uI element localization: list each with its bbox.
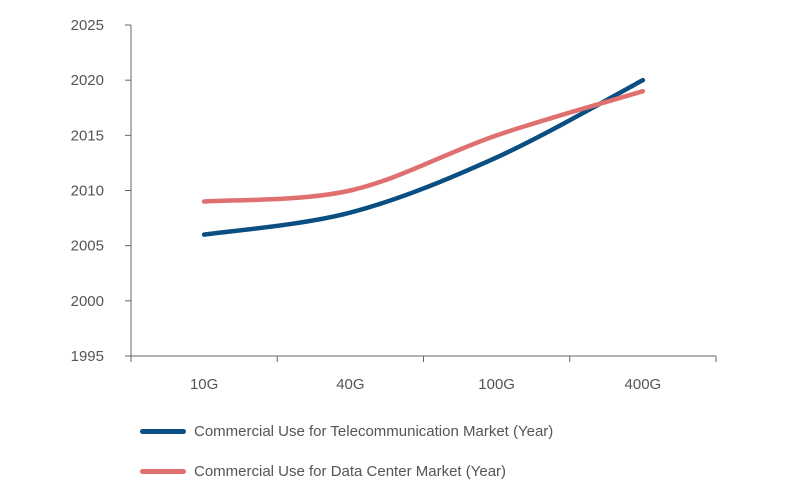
y-tick-label: 2015 xyxy=(71,127,104,144)
y-tick-label: 2025 xyxy=(71,17,104,34)
y-axis: 1995 2000 2005 2010 2015 2020 2025 xyxy=(71,17,132,365)
legend-swatch-telecom xyxy=(140,428,186,434)
series-line-datacenter xyxy=(201,88,646,204)
series-layer xyxy=(201,77,646,237)
legend-label-telecom: Commercial Use for Telecommunication Mar… xyxy=(194,422,554,440)
y-tick-label: 1995 xyxy=(71,348,104,365)
legend-item-telecom: Commercial Use for Telecommunication Mar… xyxy=(140,420,553,442)
y-tick-label: 2000 xyxy=(71,293,104,310)
legend-label-datacenter: Commercial Use for Data Center Market (Y… xyxy=(194,462,507,480)
legend-swatch-datacenter xyxy=(140,468,186,474)
x-tick-label: 40G xyxy=(336,376,364,393)
x-tick-label: 10G xyxy=(190,376,218,393)
x-tick-label: 400G xyxy=(625,376,662,393)
y-tick-label: 2005 xyxy=(71,238,104,255)
y-tick-label: 2020 xyxy=(71,72,104,89)
legend: Commercial Use for Telecommunication Mar… xyxy=(140,420,553,500)
x-tick-label: 100G xyxy=(478,376,515,393)
x-axis: 10G 40G 100G 400G xyxy=(130,355,717,393)
series-line-telecom xyxy=(201,77,646,237)
y-tick-label: 2010 xyxy=(71,183,104,200)
legend-item-datacenter: Commercial Use for Data Center Market (Y… xyxy=(140,460,553,482)
